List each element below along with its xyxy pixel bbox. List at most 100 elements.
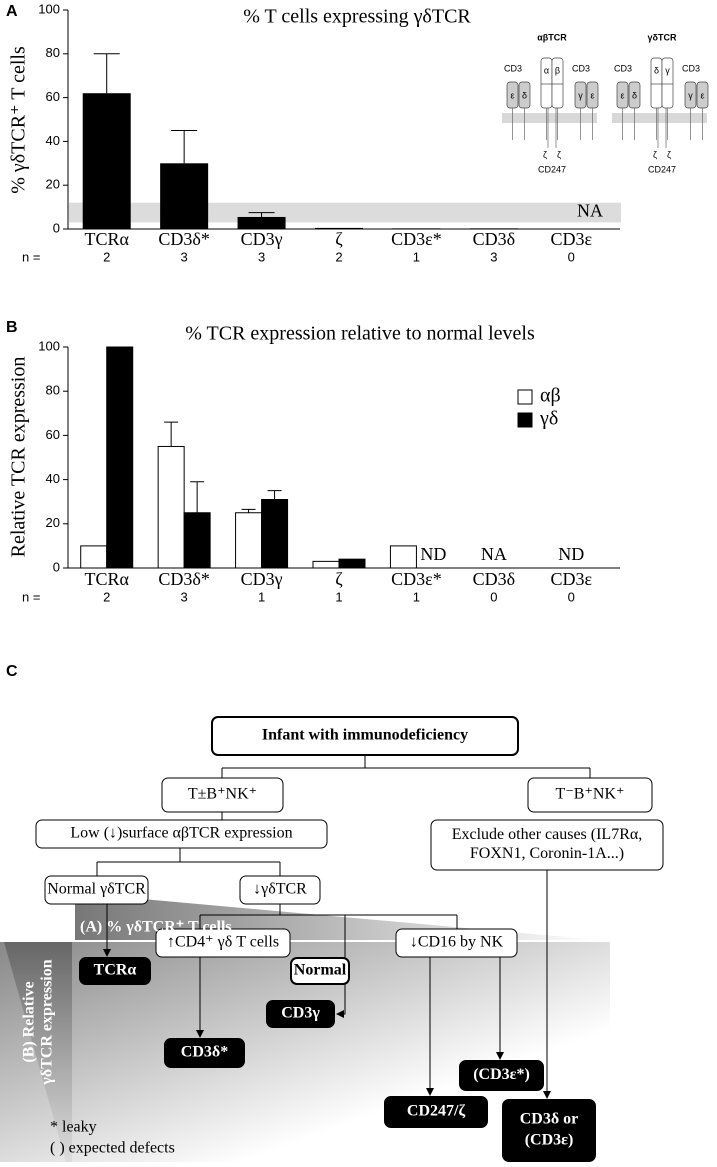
- x-tick-label: CD3ε*: [391, 229, 442, 249]
- panel-label: B: [6, 319, 18, 336]
- y-tick-label: 20: [46, 515, 60, 530]
- error-bar: [248, 212, 275, 217]
- error-bar: [171, 129, 198, 164]
- n-value: 2: [103, 589, 110, 604]
- inset-right: CD3: [682, 63, 700, 73]
- n-value: 0: [490, 589, 497, 604]
- error-bar: [241, 508, 256, 513]
- n-value: 2: [103, 249, 110, 264]
- node-text: (CD3ε): [525, 1132, 574, 1149]
- inset-left: CD3: [614, 63, 632, 73]
- bar: [338, 558, 366, 569]
- n-label: n =: [22, 249, 40, 264]
- membrane: [502, 113, 597, 123]
- na-band: [69, 202, 621, 223]
- axis-b-label: γδTCR expression: [39, 959, 56, 1085]
- n-value: 3: [181, 249, 188, 264]
- missing-label: NA: [481, 544, 507, 564]
- bar: [261, 498, 289, 569]
- node-text: Infant with immunodeficiency: [262, 727, 468, 744]
- y-tick-label: 100: [38, 338, 60, 353]
- footnote: * leaky: [50, 1119, 97, 1136]
- x-tick-label: CD3γ: [241, 229, 283, 249]
- x-tick-label: CD3δ*: [158, 569, 210, 589]
- bar: [389, 545, 417, 569]
- footnote: ( ) expected defects: [50, 1140, 175, 1157]
- node-text: CD3δ*: [181, 1044, 228, 1061]
- legend-swatch: [517, 389, 533, 405]
- x-tick-label: CD3δ*: [158, 229, 210, 249]
- node-box: [211, 716, 519, 756]
- x-tick-label: CD3δ: [473, 229, 516, 249]
- n-value: 1: [413, 249, 420, 264]
- inset-footer: CD247: [648, 164, 676, 174]
- y-tick-label: 40: [46, 133, 60, 148]
- chart-title: % T cells expressing γδTCR: [243, 6, 471, 28]
- chain-label: δ: [522, 90, 527, 100]
- node-box: [35, 819, 328, 849]
- bar: [312, 560, 340, 569]
- y-tick-label: 80: [46, 45, 60, 60]
- chain-label: γ: [688, 90, 693, 100]
- x-tick-label: CD3δ: [473, 569, 516, 589]
- node-box: [155, 928, 291, 958]
- error-bar: [190, 481, 205, 513]
- panel-label: A: [6, 3, 18, 20]
- node-box: [430, 819, 664, 871]
- chart-title: % TCR expression relative to normal leve…: [185, 323, 535, 345]
- node-text: CD3δ or: [520, 1111, 579, 1128]
- inset-title: γδTCR: [648, 32, 677, 42]
- missing-label: ND: [420, 544, 446, 564]
- n-value: 3: [490, 249, 497, 264]
- y-axis-label: % γδTCR⁺ T cells: [8, 46, 30, 194]
- bar: [160, 163, 209, 229]
- chain-label: ε: [620, 90, 624, 100]
- node-text: CD247/ζ: [407, 1103, 466, 1120]
- chain-label: ε: [700, 90, 704, 100]
- node-box: [290, 957, 350, 985]
- n-value: 1: [258, 589, 265, 604]
- n-label: n =: [22, 589, 40, 604]
- node-text: (CD3ε*): [473, 1066, 530, 1083]
- inset-footer: CD247: [538, 164, 566, 174]
- node-text: Low (↓)surface αβTCR expression: [70, 825, 292, 842]
- error-bar: [93, 53, 120, 94]
- node-text: ↓γδTCR: [253, 881, 307, 898]
- node-text: ↑CD4⁺ γδ T cells: [167, 934, 279, 951]
- chain-label: γ: [665, 65, 670, 75]
- x-tick-label: TCRα: [84, 229, 129, 249]
- flow-lines: [96, 755, 591, 1099]
- gradient-a: [75, 893, 600, 940]
- n-value: 1: [413, 589, 420, 604]
- chain-label: ε: [590, 90, 594, 100]
- node-box: [384, 1096, 488, 1128]
- node-text: Exclude other causes (IL7Rα,: [452, 826, 643, 843]
- x-tick-label: CD3γ: [241, 569, 283, 589]
- node-box: [266, 1000, 335, 1028]
- x-tick-label: CD3ε: [550, 569, 592, 589]
- chain-label: δ: [654, 65, 659, 75]
- node-box: [239, 875, 321, 905]
- y-tick-label: 100: [38, 1, 60, 16]
- bar: [237, 216, 286, 229]
- n-value: 3: [181, 589, 188, 604]
- zeta-label: ζ: [543, 149, 547, 159]
- y-tick-label: 60: [46, 89, 60, 104]
- zeta-label: ζ: [667, 149, 671, 159]
- x-tick-label: ζ: [335, 569, 343, 589]
- n-value: 0: [568, 249, 575, 264]
- node-box: [44, 875, 149, 905]
- zeta-label: ζ: [557, 149, 561, 159]
- y-tick-label: 40: [46, 471, 60, 486]
- zeta-label: ζ: [653, 149, 657, 159]
- band-label: NA: [577, 201, 603, 221]
- y-tick-label: 60: [46, 427, 60, 442]
- membrane: [612, 113, 707, 123]
- x-tick-label: CD3ε*: [391, 569, 442, 589]
- bar: [157, 445, 185, 569]
- legend-label: γδ: [539, 408, 558, 430]
- y-tick-label: 80: [46, 383, 60, 398]
